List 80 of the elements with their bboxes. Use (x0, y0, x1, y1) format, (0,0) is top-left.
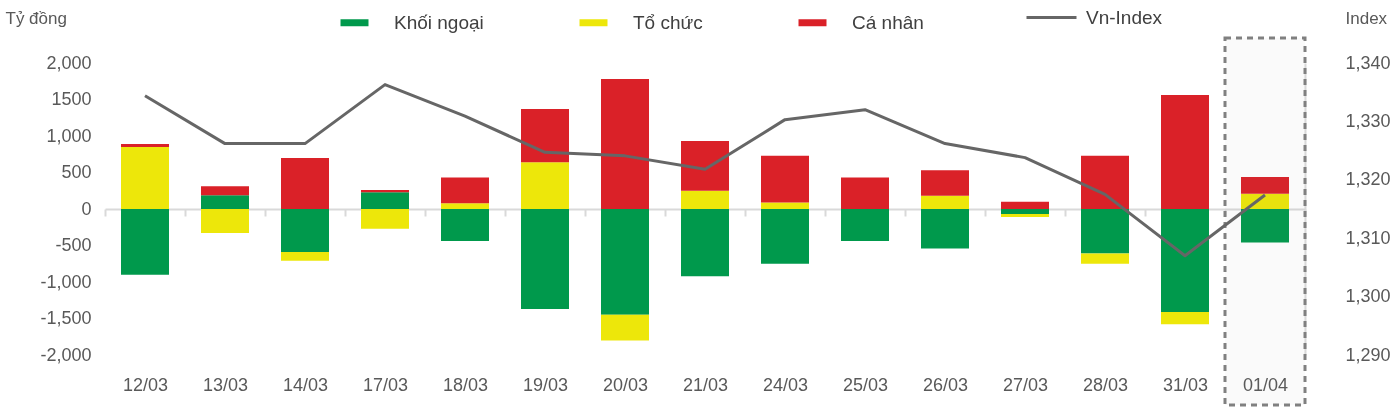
y2-tick-label: 1,290 (1345, 344, 1390, 365)
bar (1161, 95, 1209, 209)
bar (201, 195, 249, 209)
y-tick-label: -1,500 (40, 308, 92, 328)
y-tick-label: 0 (81, 198, 92, 219)
x-tick-label: 18/03 (442, 374, 489, 395)
y-tick-label: 1,000 (46, 125, 92, 146)
x-tick-label: 31/03 (1162, 374, 1209, 395)
bar (201, 186, 249, 196)
y2-tick-label: 1,300 (1345, 286, 1390, 307)
bar (361, 192, 409, 209)
x-tick-label: 26/03 (922, 374, 969, 395)
bar (841, 209, 889, 242)
bar (1241, 176, 1289, 194)
bar (521, 108, 569, 163)
bar (601, 314, 649, 341)
y-tick-label: -500 (55, 235, 92, 255)
bar (1081, 253, 1129, 264)
bar (521, 162, 569, 209)
bar (121, 144, 169, 147)
y2-tick-label: 1,340 (1345, 52, 1390, 73)
bar (841, 177, 889, 209)
bar (1001, 201, 1049, 209)
bar (601, 79, 649, 209)
x-tick-label: 21/03 (682, 374, 729, 395)
x-tick-label: 24/03 (762, 374, 809, 395)
bar (281, 252, 329, 261)
x-tick-label: 27/03 (1002, 374, 1049, 395)
bar (441, 177, 489, 204)
bar (121, 209, 169, 275)
legend-label: Vn-Index (1086, 6, 1163, 28)
bar (1161, 311, 1209, 325)
bar (1001, 209, 1049, 215)
y2-tick-label: 1,310 (1345, 227, 1390, 248)
bar (1241, 209, 1289, 243)
legend-label: Cá nhân (852, 11, 924, 33)
bar (441, 209, 489, 242)
y-tick-label: -2,000 (40, 344, 92, 365)
bar (1161, 209, 1209, 312)
line-series (143, 83, 1267, 258)
bar (281, 209, 329, 253)
y-tick-label: 1500 (51, 89, 92, 109)
bar (441, 203, 489, 209)
x-tick-label: 28/03 (1082, 374, 1129, 395)
y2-tick-label: 1,330 (1345, 110, 1390, 131)
bar (921, 170, 969, 196)
bar (761, 155, 809, 203)
y-tick-label: 2,000 (46, 52, 92, 73)
x-tick-label: 12/03 (122, 374, 169, 395)
bar (1081, 155, 1129, 209)
bar (761, 209, 809, 264)
y2-tick-label: 1,320 (1345, 169, 1390, 190)
legend-label: Tổ chức (633, 11, 703, 33)
x-tick-label: 25/03 (842, 374, 889, 395)
y-axis-title: Tỷ đồng (5, 8, 67, 28)
bar (121, 146, 169, 209)
y-tick-label: -1,000 (40, 271, 92, 292)
bar (201, 209, 249, 234)
bar (281, 157, 329, 209)
y-tick-label: 500 (61, 162, 92, 182)
x-tick-label: 20/03 (602, 374, 649, 395)
legend-label: Khối ngoại (394, 11, 484, 33)
x-tick-label: 14/03 (282, 374, 329, 395)
bar (761, 202, 809, 209)
bar (361, 209, 409, 229)
bar (1081, 209, 1129, 254)
x-tick-label: 01/04 (1242, 374, 1289, 395)
bar (921, 209, 969, 249)
bar (361, 190, 409, 193)
bar (681, 209, 729, 277)
bar (681, 141, 729, 191)
x-tick-label: 17/03 (362, 374, 409, 395)
y2-axis-title: Index (1345, 8, 1388, 28)
bar (1001, 214, 1049, 218)
bar (521, 209, 569, 310)
bar (601, 209, 649, 315)
x-tick-label: 19/03 (522, 374, 569, 395)
bar (921, 195, 969, 209)
x-tick-label: 13/03 (202, 374, 249, 395)
bar (681, 190, 729, 209)
